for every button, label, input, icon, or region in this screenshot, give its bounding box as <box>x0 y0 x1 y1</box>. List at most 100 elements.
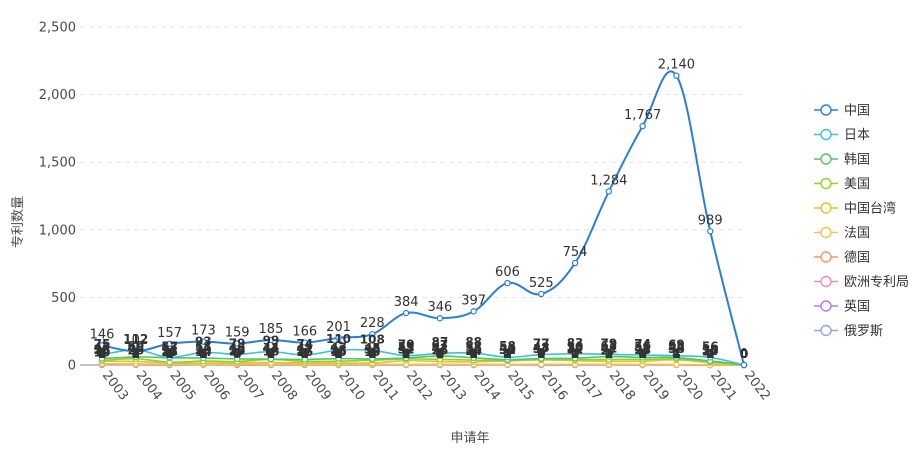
legend-label: 中国 <box>844 104 870 119</box>
x-tick-label: 2004 <box>133 368 165 403</box>
legend-item[interactable]: 欧洲专利局 <box>814 275 909 290</box>
x-tick-labels: 2003 2004 2005 2006 2007 2008 2009 2010 2011 2012… <box>99 368 773 403</box>
data-point <box>166 354 173 361</box>
data-label: 0 <box>233 347 241 361</box>
data-label: 2 <box>470 347 478 361</box>
data-label: 1 <box>98 347 106 361</box>
data-label: 1 <box>571 347 579 361</box>
data-label: 1 <box>706 347 714 361</box>
data-label: 3 <box>470 347 478 361</box>
data-label: 0 <box>706 347 714 361</box>
data-label: 110 <box>326 332 351 346</box>
series-1 <box>98 70 748 369</box>
data-label: 3 <box>368 347 376 361</box>
x-tick-label: 2022 <box>741 368 773 403</box>
data-label: 0 <box>470 347 478 361</box>
legend-item[interactable]: 日本 <box>814 128 870 143</box>
data-point <box>639 351 646 359</box>
data-label: 0 <box>740 347 748 361</box>
legend-marker-icon <box>820 226 832 239</box>
y-tick-label: 0 <box>68 359 76 374</box>
data-label: 397 <box>461 293 486 308</box>
data-label: 0 <box>740 347 748 361</box>
data-label: 15 <box>330 345 347 359</box>
data-label: 108 <box>360 332 385 346</box>
data-label: 6 <box>436 346 444 360</box>
x-tick-label: 2006 <box>200 368 232 403</box>
x-tick-label: 2016 <box>538 368 570 403</box>
x-tick-label: 2003 <box>99 368 131 403</box>
legend-marker-icon <box>820 324 832 337</box>
data-label: 0 <box>740 347 748 361</box>
data-label: 42 <box>432 341 449 355</box>
legend-marker-icon <box>820 128 832 141</box>
data-label: 53 <box>465 340 482 354</box>
data-label: 15 <box>161 345 178 359</box>
data-point <box>200 338 207 345</box>
data-label: 58 <box>499 339 516 353</box>
legend-item[interactable]: 法国 <box>814 226 870 241</box>
data-label: 159 <box>225 326 250 341</box>
data-label: 38 <box>668 342 685 356</box>
data-label: 2 <box>605 347 613 361</box>
legend-item[interactable]: 德国 <box>814 251 870 266</box>
y-axis-title: 专利数量 <box>11 196 26 248</box>
data-label: 3 <box>503 347 511 361</box>
data-point <box>538 290 545 298</box>
data-label: 46 <box>127 341 144 355</box>
data-label: 79 <box>600 336 617 350</box>
data-label: 2 <box>98 347 106 361</box>
data-label: 1 <box>638 347 646 361</box>
data-label: 0 <box>402 347 410 361</box>
data-label: 28 <box>94 343 111 357</box>
x-tick-label: 2005 <box>166 368 198 403</box>
data-label: 41 <box>296 341 313 355</box>
data-label: 56 <box>634 339 651 353</box>
data-point <box>436 350 444 357</box>
legend-item[interactable]: 韩国 <box>814 153 870 168</box>
data-label: 53 <box>161 340 178 354</box>
data-label: 1 <box>334 347 342 361</box>
data-label: 6 <box>537 346 545 360</box>
legend-marker-icon <box>820 153 832 165</box>
data-label: 29 <box>195 343 212 357</box>
data-label: 1 <box>605 347 613 361</box>
data-point <box>98 351 106 359</box>
data-label: 1 <box>199 347 207 361</box>
data-label: 6 <box>267 346 275 360</box>
legend-item[interactable]: 英国 <box>814 300 870 315</box>
data-label: 44 <box>263 341 280 355</box>
x-tick-label: 2007 <box>234 368 266 403</box>
legend-item[interactable]: 中国 <box>814 104 870 119</box>
data-label: 17 <box>229 345 246 359</box>
data-label: 24 <box>465 344 482 358</box>
data-label: 16 <box>296 345 313 359</box>
data-label: 1 <box>267 347 275 361</box>
data-label: 5 <box>132 346 140 360</box>
data-point <box>402 309 410 317</box>
data-label: 1 <box>436 347 444 361</box>
legend-item[interactable]: 中国台湾 <box>814 201 896 217</box>
data-label: 2 <box>537 347 545 361</box>
data-label: 8 <box>132 346 140 360</box>
legend-label: 俄罗斯 <box>844 324 883 339</box>
data-label: 0 <box>706 347 714 361</box>
data-label: 36 <box>465 342 482 356</box>
x-tick-label: 2020 <box>673 368 705 403</box>
legend-label: 美国 <box>844 177 870 192</box>
data-label: 41 <box>600 341 617 355</box>
x-tick-label: 2017 <box>572 368 604 403</box>
y-tick-label: 500 <box>51 291 76 306</box>
data-label: 41 <box>634 341 651 355</box>
data-point <box>233 351 241 358</box>
data-label: 4 <box>165 346 173 360</box>
data-point <box>673 352 680 359</box>
data-label: 3 <box>165 347 173 361</box>
data-label: 51 <box>195 340 212 354</box>
legend-item[interactable]: 俄罗斯 <box>814 324 883 339</box>
data-label: 0 <box>740 347 748 361</box>
legend-item[interactable]: 美国 <box>814 177 870 192</box>
data-label: 4 <box>233 346 241 360</box>
data-point <box>200 349 207 356</box>
